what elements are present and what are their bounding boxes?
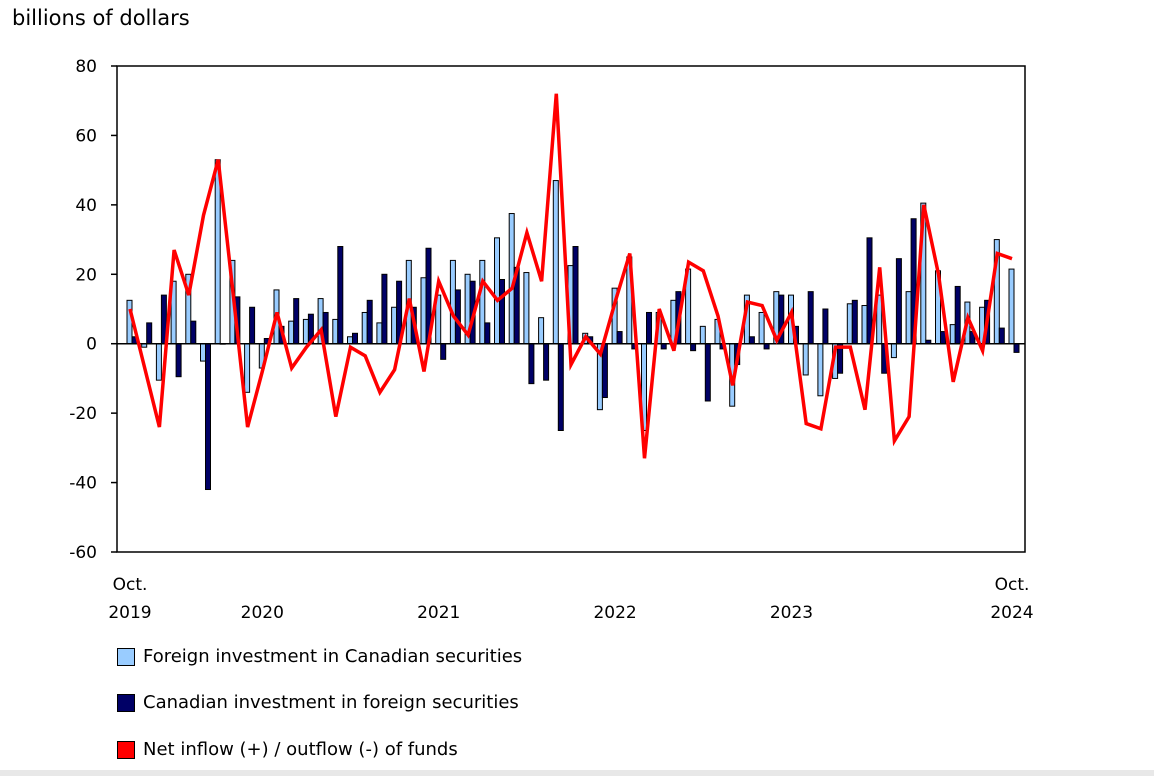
bar-canadian	[557, 343, 564, 432]
plot-frame	[116, 65, 1026, 553]
legend-swatch-canadian	[117, 693, 135, 712]
y-tick-label: 60	[75, 126, 97, 146]
bar-foreign	[802, 343, 809, 376]
bar-foreign	[214, 159, 221, 345]
bar-foreign	[817, 343, 824, 397]
legend-item-foreign: Foreign investment in Canadian securitie…	[117, 646, 522, 667]
x-tick-label: Oct.	[113, 575, 148, 595]
bar-foreign	[347, 336, 353, 345]
bar-canadian	[895, 258, 902, 345]
bar-canadian	[748, 336, 755, 345]
bar-foreign	[861, 305, 868, 345]
chart: 80 60 40 20 0 -20 -40 -60 Oct. 2019 2020 2021 2022 20…	[69, 57, 1033, 623]
x-tick-label: 2024	[990, 603, 1033, 623]
bar-foreign	[758, 311, 765, 345]
bar-foreign	[332, 318, 339, 345]
bar-canadian	[528, 343, 535, 385]
x-tick-label: 2022	[593, 603, 636, 623]
bar-canadian	[293, 298, 300, 345]
bar-foreign	[449, 259, 456, 345]
bar-canadian	[940, 331, 946, 345]
bar-canadian	[763, 343, 770, 350]
bar-canadian	[499, 278, 505, 345]
bar-canadian	[866, 237, 873, 345]
x-tick-label: 2020	[241, 603, 284, 623]
bar-foreign	[949, 324, 956, 345]
bar-canadian	[601, 343, 608, 399]
bar-canadian	[660, 343, 667, 350]
bar-canadian	[543, 343, 550, 381]
x-tick-label: 2019	[108, 603, 151, 623]
legend-label: Net inflow (+) / outflow (-) of funds	[143, 739, 458, 760]
footer-strip	[0, 770, 1154, 776]
bar-canadian	[146, 322, 153, 345]
y-tick-label: 20	[75, 265, 97, 285]
y-tick-label: -60	[69, 543, 97, 563]
bar-foreign	[905, 291, 912, 345]
y-tick-label: 0	[86, 335, 97, 355]
legend-swatch-net	[117, 740, 135, 759]
bar-foreign	[376, 322, 383, 345]
bar-foreign	[155, 343, 162, 381]
legend-label: Foreign investment in Canadian securitie…	[143, 646, 523, 667]
y-tick-label: 80	[75, 57, 97, 77]
bar-foreign	[1008, 268, 1015, 345]
x-tick-label: 2021	[417, 603, 460, 623]
bar-canadian	[616, 331, 623, 345]
legend-item-canadian: Canadian investment in foreign securitie…	[117, 692, 519, 713]
bar-foreign	[538, 317, 545, 345]
legend-item-net: Net inflow (+) / outflow (-) of funds	[117, 739, 458, 760]
y-tick-label: -20	[69, 404, 97, 424]
bar-foreign	[288, 320, 295, 345]
y-axis-unit-label: billions of dollars	[12, 6, 190, 30]
bar-canadian	[646, 311, 652, 345]
bar-canadian	[822, 308, 829, 345]
y-tick-label: 40	[75, 196, 97, 216]
bar-foreign	[846, 303, 853, 345]
bar-foreign	[552, 180, 559, 345]
bar-canadian	[175, 343, 182, 378]
x-tick-label: 2023	[770, 603, 813, 623]
bar-canadian	[381, 273, 388, 345]
bar-foreign	[523, 272, 530, 345]
bar-foreign	[200, 343, 206, 362]
bar-canadian	[954, 285, 961, 345]
bar-canadian	[484, 322, 491, 345]
bar-canadian	[337, 246, 344, 345]
bar-foreign	[244, 343, 251, 393]
bar-foreign	[699, 325, 706, 345]
bar-foreign	[420, 277, 427, 345]
bar-foreign	[494, 237, 500, 345]
bar-canadian	[998, 327, 1005, 345]
bar-canadian	[352, 332, 358, 345]
legend-swatch-foreign	[117, 647, 135, 666]
bar-canadian	[190, 320, 197, 345]
legend-label: Canadian investment in foreign securitie…	[143, 692, 519, 713]
bar-canadian	[1013, 343, 1020, 353]
bar-canadian	[690, 343, 697, 352]
bar-foreign	[361, 311, 368, 345]
bar-canadian	[205, 343, 211, 491]
bar-foreign	[391, 306, 398, 345]
bar-canadian	[249, 306, 256, 345]
bar-canadian	[572, 246, 579, 345]
bar-canadian	[851, 299, 858, 345]
bar-foreign	[479, 259, 486, 345]
bar-canadian	[807, 291, 814, 345]
bar-canadian	[440, 343, 447, 360]
x-tick-label: Oct.	[995, 575, 1030, 595]
bar-foreign	[890, 343, 897, 359]
bar-foreign	[302, 318, 309, 345]
y-tick-label: -40	[69, 474, 97, 494]
bar-canadian	[366, 299, 373, 345]
bar-foreign	[126, 299, 133, 345]
bar-canadian	[704, 343, 711, 402]
